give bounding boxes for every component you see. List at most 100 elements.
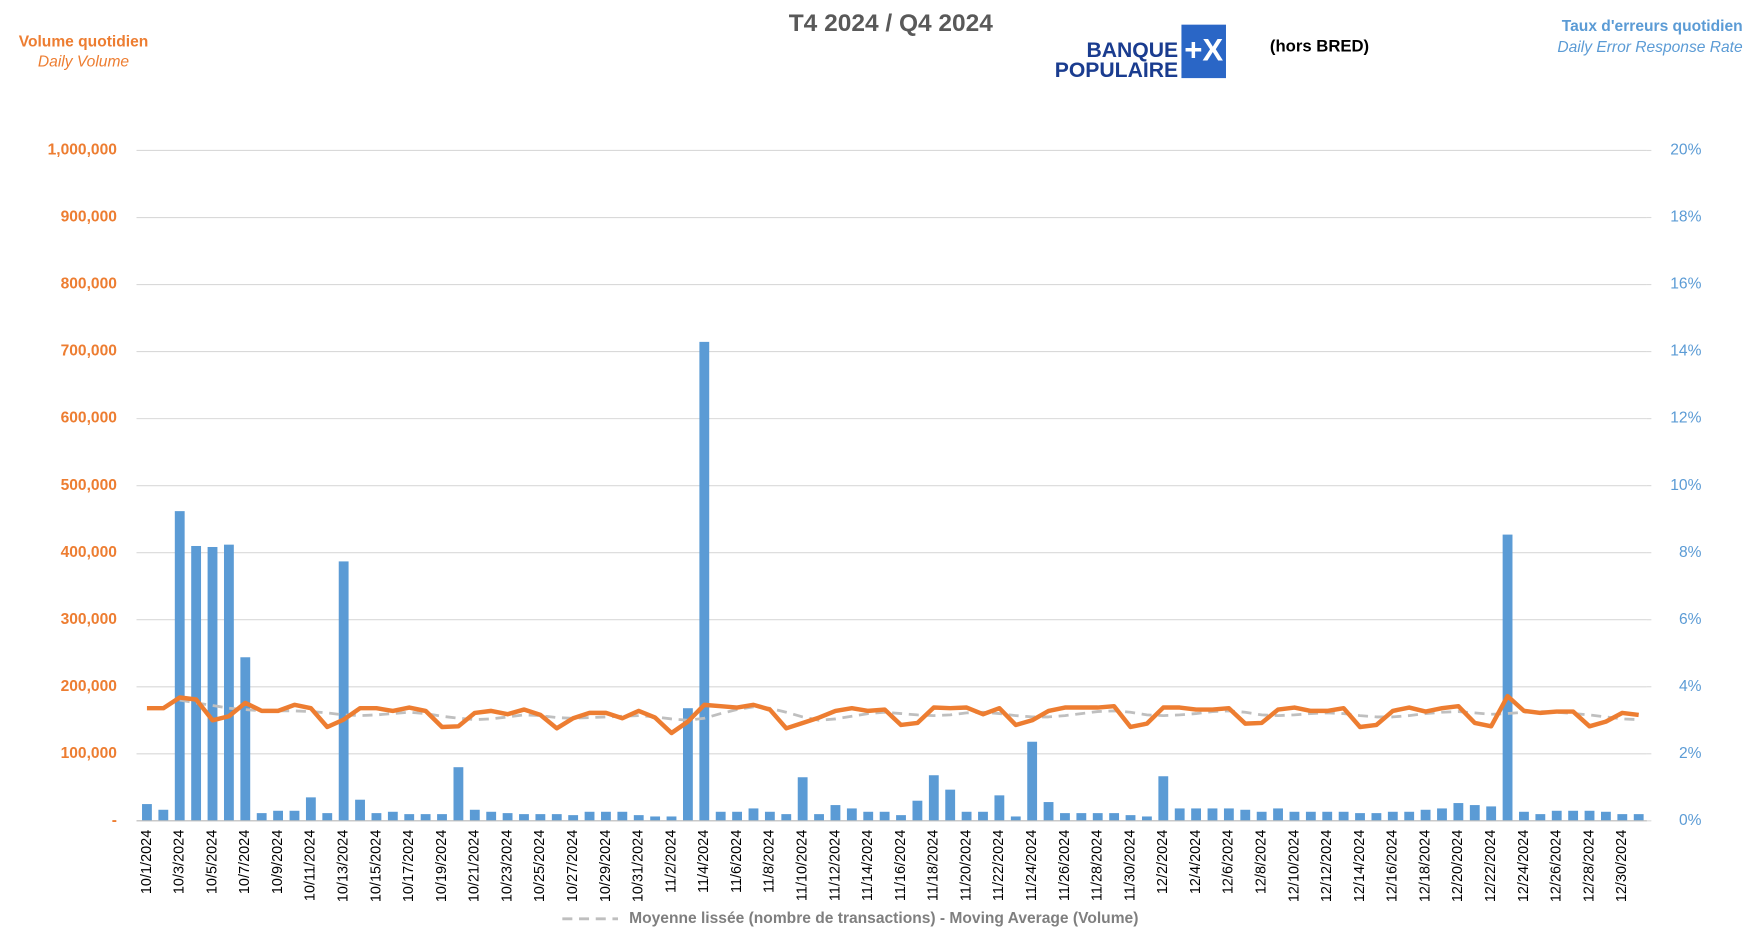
y2-tick-label: 8% [1679, 544, 1702, 561]
bar [764, 811, 775, 821]
x-tick-label: 10/11/2024 [303, 830, 319, 901]
x-tick-label: 11/24/2024 [1024, 830, 1040, 901]
y-tick-label: 1,000,000 [48, 142, 118, 159]
x-tick-label: 12/16/2024 [1385, 830, 1401, 902]
x-tick-label: 12/14/2024 [1352, 830, 1368, 902]
y-tick-label: 500,000 [61, 477, 118, 494]
x-tick-label: 11/26/2024 [1057, 830, 1073, 901]
bar [207, 546, 218, 821]
bar [1355, 813, 1365, 821]
bar [1289, 811, 1300, 821]
x-tick-label: 12/6/2024 [1221, 830, 1237, 894]
y2-tick-label: 0% [1679, 812, 1702, 829]
bar [1584, 810, 1595, 821]
bar [305, 797, 316, 821]
y-tick-label: 200,000 [61, 678, 118, 695]
x-tick-label: 11/16/2024 [893, 830, 909, 901]
x-tick-label: 11/28/2024 [1090, 830, 1106, 901]
bar [551, 814, 562, 821]
line [179, 698, 1639, 722]
bar [961, 811, 972, 821]
bar [322, 813, 333, 821]
bar [814, 814, 824, 821]
bar [568, 815, 579, 821]
bar [1109, 813, 1120, 821]
y-tick-label: 400,000 [61, 544, 118, 561]
bar [715, 811, 726, 821]
bar [223, 544, 234, 821]
y2-tick-label: 6% [1679, 611, 1702, 628]
x-tick-label: 12/8/2024 [1253, 830, 1269, 894]
logo-text: POPULAIRE [1055, 59, 1178, 82]
bar [371, 813, 382, 821]
bar [1437, 808, 1447, 821]
bar [1207, 808, 1218, 821]
y-axis-subtitle: Daily Volume [38, 54, 130, 71]
bar [1404, 811, 1415, 821]
bar [338, 561, 349, 821]
bar [1633, 814, 1644, 821]
bar [1043, 802, 1054, 821]
bar [846, 808, 857, 821]
bar [1600, 811, 1611, 821]
bar [912, 800, 923, 821]
x-tick-label: 12/20/2024 [1450, 830, 1466, 902]
bar [1092, 813, 1103, 821]
bar [830, 805, 841, 821]
bar [273, 810, 284, 821]
x-tick-label: 10/31/2024 [631, 830, 647, 902]
y2-tick-label: 18% [1670, 209, 1701, 226]
bar [584, 811, 595, 821]
x-tick-label: 12/12/2024 [1319, 830, 1335, 902]
legend-label: Moyenne lissée (nombre de transactions) … [629, 910, 1138, 927]
bar [748, 808, 759, 821]
note: (hors BRED) [1270, 36, 1369, 55]
x-tick-label: 11/8/2024 [762, 830, 778, 893]
bar [387, 811, 398, 821]
y-tick-label: 900,000 [61, 209, 118, 226]
x-tick-label: 10/25/2024 [532, 830, 548, 902]
x-tick-label: 10/3/2024 [172, 830, 188, 894]
x-tick-label: 11/10/2024 [794, 830, 810, 901]
x-tick-label: 12/4/2024 [1188, 830, 1204, 894]
x-tick-label: 12/2/2024 [1155, 830, 1171, 894]
x-tick-label: 10/5/2024 [204, 830, 220, 894]
x-tick-label: 10/23/2024 [499, 830, 515, 902]
y2-tick-label: 14% [1670, 343, 1701, 360]
bar [1240, 809, 1251, 821]
y-axis-title: Volume quotidien [19, 34, 149, 51]
bar [469, 809, 480, 821]
bar [797, 777, 808, 821]
x-tick-label: 12/26/2024 [1549, 830, 1565, 902]
y2-tick-label: 16% [1670, 276, 1701, 293]
y-tick-label: 300,000 [61, 611, 118, 628]
bar [1502, 534, 1513, 821]
bar [1223, 808, 1234, 821]
bar [617, 811, 628, 821]
bar [1191, 808, 1202, 821]
y-tick-label: 700,000 [61, 343, 118, 360]
bar [863, 811, 874, 821]
bar [1535, 814, 1546, 821]
bar [1371, 813, 1382, 821]
bar [191, 545, 202, 821]
bar [355, 799, 365, 821]
bar [453, 767, 464, 821]
bar [1617, 814, 1628, 821]
x-tick-label: 10/9/2024 [270, 830, 286, 894]
x-tick-label: 11/12/2024 [827, 830, 843, 901]
logo-symbol: +X [1184, 33, 1223, 68]
x-tick-label: 10/13/2024 [335, 830, 351, 902]
bar [994, 795, 1005, 821]
bar [1305, 811, 1316, 821]
bar [699, 341, 710, 821]
bar [1027, 741, 1038, 821]
bar [1486, 806, 1497, 821]
y-tick-label: 800,000 [61, 276, 118, 293]
y2-tick-label: 10% [1670, 477, 1701, 494]
x-tick-label: 11/6/2024 [729, 830, 745, 893]
bar [945, 789, 956, 821]
logo-mark [1181, 24, 1226, 79]
x-tick-label: 10/27/2024 [565, 830, 581, 902]
bar [682, 708, 693, 821]
